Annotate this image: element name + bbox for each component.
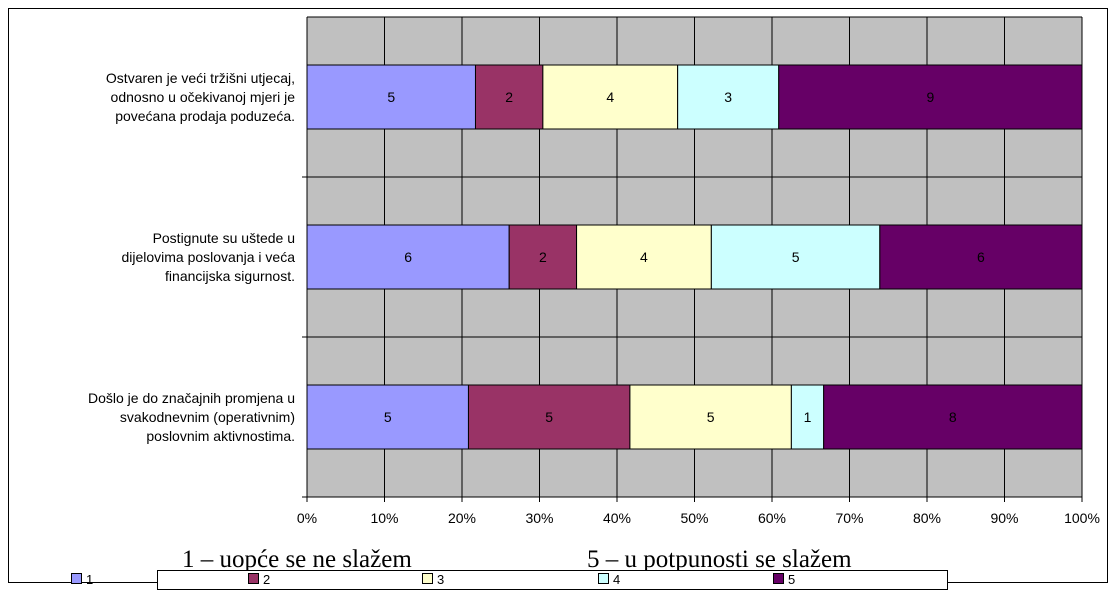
bar-segment [542, 64, 679, 130]
category-label-line: financijska sigurnost. [165, 267, 295, 284]
legend-item: 5 [773, 573, 795, 587]
data-label: 2 [539, 249, 547, 265]
bar-segment [879, 224, 1083, 290]
category-label-line: odnosno u očekivanoj mjeri je [110, 88, 295, 105]
legend-item: 4 [598, 573, 620, 587]
bar-segment [823, 384, 1083, 450]
category-label-line: Došlo je do značajnih promjena u [87, 389, 295, 406]
category-label: Došlo je do značajnih promjena u svakodne… [20, 389, 295, 446]
data-label: 3 [724, 89, 732, 105]
legend-label: 5 [788, 572, 796, 587]
bar-segment [474, 64, 544, 130]
legend-label: 4 [613, 572, 621, 587]
category-label-line: Ostvaren je veći tržišni utjecaj, [105, 69, 295, 86]
legend-swatch [773, 573, 784, 584]
data-label: 6 [977, 249, 985, 265]
bar-segment [778, 64, 1083, 130]
bar-segment [467, 384, 631, 450]
bar-segment [576, 224, 712, 290]
legend-label: 2 [263, 572, 271, 587]
data-label: 9 [926, 89, 934, 105]
data-label: 4 [606, 89, 614, 105]
bar-segment [710, 224, 881, 290]
x-tick-label: 10% [370, 510, 398, 526]
legend-swatch [598, 573, 609, 584]
x-tick-label: 50% [680, 510, 708, 526]
scale-note-high: 5 – u potpunosti se slažem [587, 546, 852, 573]
legend-item: 3 [422, 573, 444, 587]
x-tick-label: 80% [913, 510, 941, 526]
category-label: Ostvaren je veći tržišni utjecaj, odnosno… [20, 69, 295, 126]
category-label-line: svakodnevnim (operativnim) [119, 408, 295, 425]
x-tick-label: 20% [448, 510, 476, 526]
category-label-line: Postignute su uštede u [152, 229, 295, 246]
legend-swatch [248, 573, 259, 584]
bar-segment [306, 384, 469, 450]
legend-item: 1 [71, 573, 93, 587]
data-label: 5 [707, 409, 715, 425]
x-tick-label: 40% [603, 510, 631, 526]
category-label-line: poslovnim aktivnostima. [146, 427, 295, 444]
category-label-line: povećana prodaja poduzeća. [115, 107, 295, 124]
data-label: 5 [387, 89, 395, 105]
x-tick-label: 70% [835, 510, 863, 526]
x-tick-label: 60% [758, 510, 786, 526]
bar-segment [677, 64, 780, 130]
chart-frame: 0% 10% 20% 30% 40% 50% 60% 70% 80% 90% 100% 5 2 4 3 9 6 2… [8, 8, 1108, 590]
legend-swatch [422, 573, 433, 584]
legend-label: 3 [437, 572, 445, 587]
data-label: 5 [792, 249, 800, 265]
data-label: 8 [949, 409, 957, 425]
bar-segment [306, 224, 510, 290]
legend-swatch [71, 573, 82, 584]
scale-note-low: 1 – uopće se ne slažem [182, 546, 412, 573]
legend-label: 1 [86, 572, 94, 587]
bar-segment [306, 64, 476, 130]
data-label: 5 [545, 409, 553, 425]
bar-segment [508, 224, 578, 290]
data-label: 1 [804, 409, 812, 425]
chart-plot: 0% 10% 20% 30% 40% 50% 60% 70% 80% 90% 100% 5 2 4 3 9 6 2… [297, 16, 1100, 526]
category-label: Postignute su uštede u dijelovima poslova… [20, 229, 295, 286]
x-tick-label: 90% [990, 510, 1018, 526]
x-tick-label: 0% [297, 510, 317, 526]
x-tick-label: 30% [525, 510, 553, 526]
data-label: 4 [640, 249, 648, 265]
category-label-line: dijelovima poslovanja i veća [121, 248, 295, 265]
x-tick-label: 100% [1064, 510, 1100, 526]
data-label: 2 [505, 89, 513, 105]
data-label: 6 [404, 249, 412, 265]
legend-item: 2 [248, 573, 270, 587]
bar-segment [790, 384, 825, 450]
data-label: 5 [384, 409, 392, 425]
legend: 1 2 3 4 5 [71, 570, 948, 590]
